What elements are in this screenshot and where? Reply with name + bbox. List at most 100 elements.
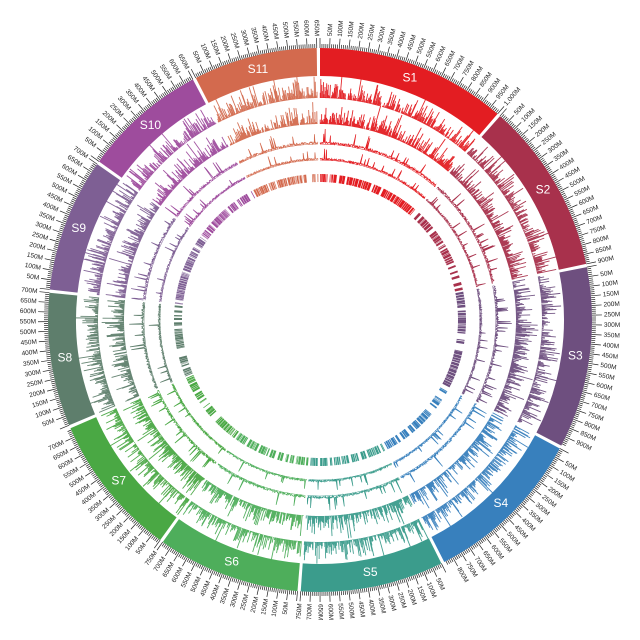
minor-tick-s9 xyxy=(47,275,52,277)
minor-tick-s10 xyxy=(128,120,133,124)
chromosome-band-s9 xyxy=(49,164,121,293)
block-track-segment-s9 xyxy=(184,264,193,268)
minor-tick-s4 xyxy=(530,491,535,495)
minor-tick-s6 xyxy=(165,545,168,549)
minor-tick-s7 xyxy=(117,505,122,509)
minor-tick-s11 xyxy=(256,51,258,56)
minor-tick-s8 xyxy=(50,380,56,383)
minor-tick-s10 xyxy=(126,123,130,127)
minor-tick-s7 xyxy=(154,537,158,542)
minor-tick-s10 xyxy=(168,88,172,93)
tick-label-s11: 350M xyxy=(249,27,259,44)
minor-tick-s7 xyxy=(139,525,143,529)
minor-tick-s7 xyxy=(94,476,99,480)
minor-tick-s9 xyxy=(46,282,51,285)
block-track-segment-s2 xyxy=(440,249,450,256)
tick-mark-s7 xyxy=(145,534,153,543)
minor-tick-s8 xyxy=(62,417,67,420)
block-track-segment-s1 xyxy=(352,177,356,187)
tick-mark-s1 xyxy=(338,38,341,49)
tick-label-s5: 300M xyxy=(386,594,397,611)
tick-mark-s4 xyxy=(506,517,515,525)
line-track-baseline-s9 xyxy=(160,228,190,303)
minor-tick-s2 xyxy=(583,251,588,253)
tick-mark-s5 xyxy=(348,590,351,601)
block-track-segment-s7 xyxy=(187,378,196,384)
tick-label-s3: 150M xyxy=(603,290,620,298)
minor-tick-s3 xyxy=(568,429,573,432)
line-track-baseline-s8 xyxy=(159,303,173,382)
block-track-segment-s8 xyxy=(179,357,188,362)
block-track-segment-s8 xyxy=(174,310,183,313)
minor-tick-s2 xyxy=(508,120,512,125)
minor-tick-s7 xyxy=(83,460,88,464)
tick-mark-s4 xyxy=(544,472,554,480)
minor-tick-s1 xyxy=(390,53,393,58)
tick-label-s8: 600M xyxy=(20,308,36,315)
block-track-segment-s1 xyxy=(366,182,372,191)
line-track-3-s1 xyxy=(319,128,437,188)
line-track-4-s6 xyxy=(226,450,307,489)
tick-mark-s1 xyxy=(466,82,473,92)
tick-mark-s1 xyxy=(440,67,447,77)
block-track-segment-s5 xyxy=(370,447,376,456)
block-track-segment-s8 xyxy=(174,328,183,331)
minor-tick-s11 xyxy=(252,52,254,57)
minor-tick-s4 xyxy=(475,542,479,547)
minor-tick-s1 xyxy=(362,47,364,52)
minor-tick-s1 xyxy=(375,49,377,54)
block-track-segment-s7 xyxy=(199,397,207,404)
block-track-segment-s1 xyxy=(338,175,343,184)
minor-tick-s6 xyxy=(273,588,275,593)
block-track-segment-s1 xyxy=(380,188,387,198)
minor-tick-s9 xyxy=(52,252,57,254)
block-track-segment-s7 xyxy=(228,427,235,435)
minor-tick-s4 xyxy=(489,532,493,536)
tick-mark-s3 xyxy=(565,436,575,442)
line-track-baseline-s2 xyxy=(436,187,493,284)
minor-tick-s7 xyxy=(152,536,156,541)
minor-tick-s6 xyxy=(240,580,243,585)
block-track-segment-s10 xyxy=(213,220,220,226)
block-track-segment-s9 xyxy=(190,252,198,257)
histogram-track-2-s7 xyxy=(123,397,205,496)
tick-mark-s10 xyxy=(153,91,161,101)
line-track-baseline-s2 xyxy=(425,199,477,288)
tick-label-s10: 50M xyxy=(83,136,97,149)
minor-tick-s5 xyxy=(354,589,356,594)
tick-mark-s9 xyxy=(77,174,87,181)
tick-label-s3: 250M xyxy=(604,311,620,318)
minor-tick-s10 xyxy=(146,104,150,109)
block-track-segment-s11 xyxy=(268,183,272,191)
block-track-segment-s11 xyxy=(272,181,276,190)
minor-tick-s6 xyxy=(188,559,192,563)
minor-tick-s8 xyxy=(48,371,54,373)
tick-label-s8: 650M xyxy=(20,297,37,305)
minor-tick-s3 xyxy=(589,357,594,359)
block-track-segment-s7 xyxy=(219,419,227,428)
minor-tick-s7 xyxy=(137,524,141,528)
minor-tick-s4 xyxy=(449,559,452,563)
tick-mark-s4 xyxy=(499,523,507,532)
minor-tick-s10 xyxy=(110,140,114,144)
minor-tick-s11 xyxy=(218,63,221,67)
tick-label-s8: 500M xyxy=(20,329,37,337)
tick-label-s1: 450M xyxy=(406,34,418,52)
minor-tick-s5 xyxy=(439,564,442,569)
tick-mark-s6 xyxy=(256,585,260,595)
minor-tick-s2 xyxy=(524,137,528,141)
block-track-segment-s5 xyxy=(338,456,341,465)
block-track-segment-s4 xyxy=(433,398,441,404)
minor-tick-s10 xyxy=(167,89,170,94)
minor-tick-s9 xyxy=(48,271,53,273)
minor-tick-s4 xyxy=(524,498,528,503)
tick-mark-s10 xyxy=(162,85,169,95)
minor-tick-s4 xyxy=(445,560,449,565)
minor-tick-s3 xyxy=(585,376,591,378)
minor-tick-s11 xyxy=(283,46,285,51)
block-track-segment-s8 xyxy=(180,361,189,365)
minor-tick-s4 xyxy=(550,463,555,466)
block-track-segment-s4 xyxy=(385,440,391,449)
block-track-segment-s4 xyxy=(401,430,408,438)
block-track-segment-s7 xyxy=(220,421,228,429)
